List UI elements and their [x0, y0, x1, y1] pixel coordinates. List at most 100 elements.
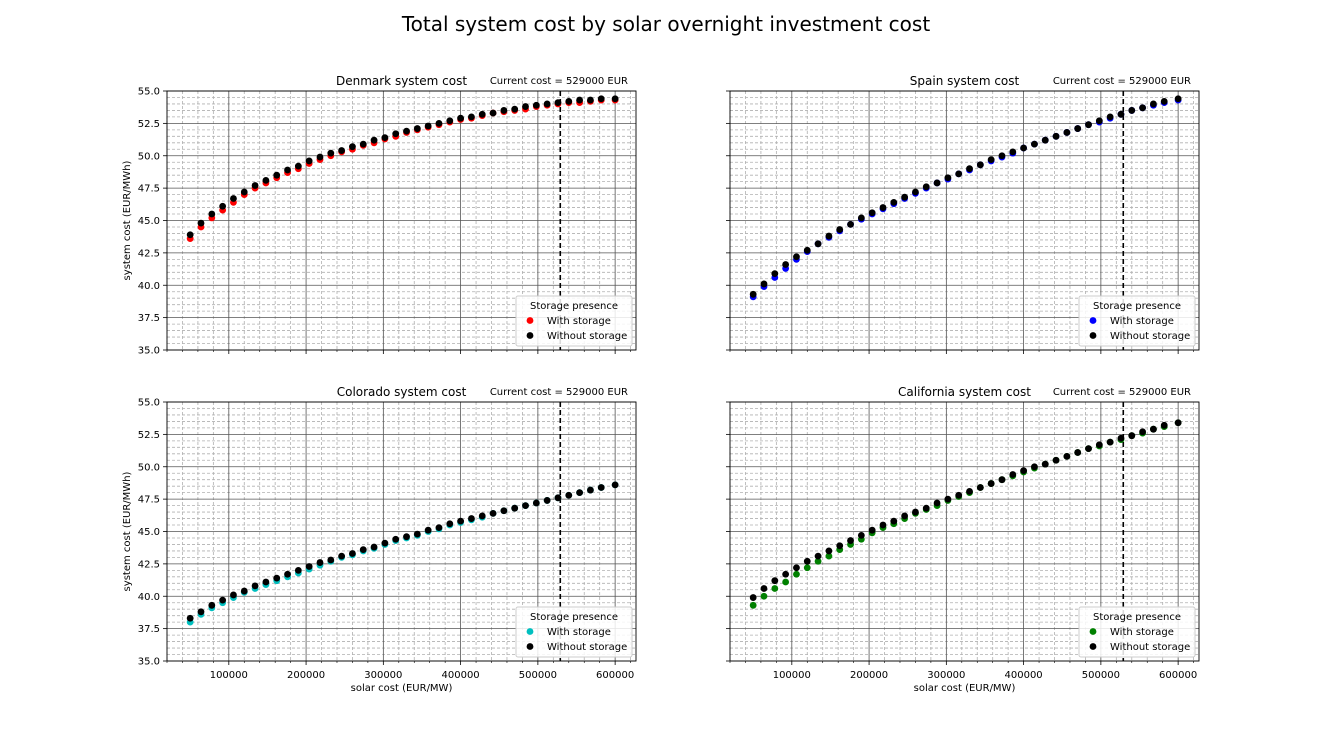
y-tick-label: 35.0 — [138, 657, 160, 668]
data-point — [197, 219, 205, 227]
y-axis-label: system cost (EUR/MWh) — [122, 471, 133, 591]
data-point — [1160, 421, 1168, 429]
legend-box — [1078, 606, 1196, 658]
data-point — [186, 614, 194, 622]
data-point — [370, 136, 378, 144]
data-point — [1041, 460, 1049, 468]
data-point — [803, 564, 811, 572]
legend-title: Storage presence — [1093, 612, 1181, 623]
data-point — [457, 114, 465, 122]
data-point — [522, 502, 529, 509]
data-point — [749, 601, 757, 609]
y-axis-label: system cost (EUR/MWh) — [122, 160, 133, 280]
data-point — [1041, 136, 1049, 144]
x-tick-label: 300000 — [364, 670, 402, 681]
data-point — [782, 570, 790, 578]
panel-title: Colorado system cost — [337, 385, 467, 399]
legend-label-without-storage: Without storage — [547, 331, 627, 342]
data-point — [1009, 148, 1017, 156]
legend-marker-with-storage — [526, 628, 534, 635]
data-point — [793, 570, 800, 578]
data-point — [976, 484, 984, 491]
data-point — [381, 134, 389, 142]
data-point — [1128, 107, 1136, 114]
data-point — [532, 499, 540, 507]
data-point — [825, 547, 833, 555]
data-point — [230, 195, 237, 202]
data-point — [1020, 144, 1028, 152]
data-point — [944, 174, 952, 182]
data-point — [1128, 432, 1136, 440]
grid — [729, 90, 1199, 351]
legend-label-without-storage: Without storage — [1110, 331, 1190, 342]
panel-title: California system cost — [898, 385, 1031, 399]
y-tick-label: 52.5 — [138, 119, 160, 130]
data-point — [771, 270, 779, 277]
data-point — [478, 512, 486, 520]
data-point — [890, 517, 898, 525]
data-point — [1095, 441, 1103, 449]
data-point — [435, 119, 443, 127]
legend-label-with-storage: With storage — [547, 316, 611, 327]
x-tick-label: 100000 — [210, 670, 248, 681]
data-point — [522, 103, 529, 110]
panel-california-system-cost: 100000 200000 300000 400000 500000 600000 Cali… — [726, 385, 1200, 694]
data-point — [868, 526, 876, 534]
data-point — [1106, 113, 1114, 121]
y-tick-label: 40.0 — [138, 592, 160, 603]
legend-box — [515, 295, 633, 347]
data-point — [392, 535, 400, 543]
series-without-storage — [186, 481, 619, 622]
data-point — [1052, 132, 1060, 140]
data-point — [359, 140, 367, 148]
axis-ticks: 100000 200000 300000 400000 500000 600000 35.0… — [138, 398, 634, 682]
data-point — [219, 202, 227, 210]
data-point — [565, 97, 573, 105]
data-point — [857, 214, 865, 222]
data-point — [1095, 117, 1103, 125]
series-without-storage — [186, 95, 619, 239]
data-point — [933, 499, 941, 507]
axis-ticks — [726, 90, 1194, 354]
data-point — [381, 539, 389, 547]
data-point — [349, 550, 356, 557]
data-point — [803, 557, 811, 565]
data-point — [305, 563, 313, 570]
data-point — [857, 531, 865, 539]
data-point — [597, 484, 605, 491]
data-point — [814, 552, 822, 560]
data-point — [1063, 129, 1071, 136]
series-without-storage — [749, 95, 1182, 298]
data-point — [565, 491, 573, 499]
data-point — [1031, 140, 1038, 148]
data-point — [901, 193, 909, 201]
panel-colorado-system-cost: 100000 200000 300000 400000 500000 600000 35.0… — [122, 385, 637, 694]
data-point — [349, 143, 356, 151]
data-point — [933, 179, 941, 187]
x-tick-label: 400000 — [442, 670, 480, 681]
y-tick-label: 45.0 — [138, 527, 160, 538]
data-point — [998, 152, 1006, 160]
data-point — [611, 481, 619, 489]
data-point — [284, 570, 291, 578]
data-point — [208, 601, 216, 609]
data-point — [890, 198, 898, 206]
data-point — [1020, 467, 1028, 475]
data-point — [771, 577, 779, 585]
panel-title: Denmark system cost — [336, 74, 467, 88]
data-point — [262, 176, 270, 184]
data-point — [847, 220, 854, 228]
data-point — [489, 109, 497, 117]
data-point — [611, 95, 619, 103]
x-axis-label: solar cost (EUR/MW) — [351, 683, 453, 694]
data-point — [554, 494, 562, 502]
data-point — [1150, 100, 1157, 108]
data-point — [413, 530, 421, 538]
y-tick-label: 47.5 — [138, 495, 160, 506]
data-point — [219, 596, 227, 604]
legend-box — [1078, 295, 1196, 347]
data-point — [749, 594, 757, 601]
y-tick-label: 50.0 — [138, 151, 160, 162]
data-point — [587, 96, 594, 104]
